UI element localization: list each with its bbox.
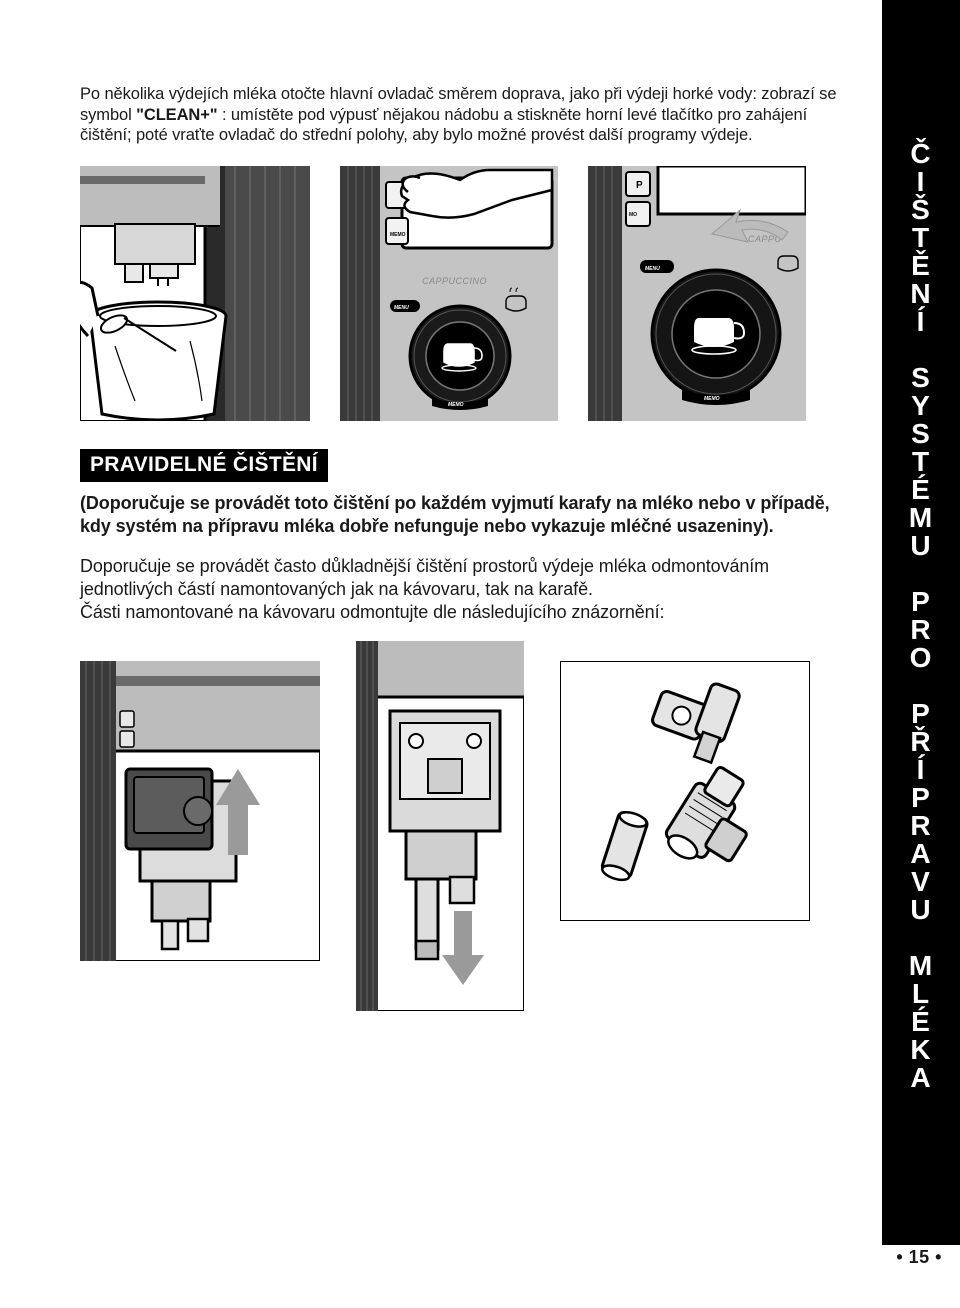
svg-text:MO: MO bbox=[629, 212, 637, 218]
label-menu-2: MENU bbox=[645, 266, 660, 272]
content-column: Po několika výdejích mléka otočte hlavní… bbox=[80, 84, 840, 1011]
side-word-4: MLÉKA bbox=[909, 952, 933, 1092]
label-memo-2: MEMO bbox=[704, 396, 720, 402]
side-word-2: PRO bbox=[910, 588, 933, 672]
figure-disassembled-parts bbox=[560, 661, 810, 921]
svg-text:P: P bbox=[636, 180, 643, 191]
intro-paragraph: Po několika výdejích mléka otočte hlavní… bbox=[80, 84, 840, 146]
manual-page: Po několika výdejích mléka otočte hlavní… bbox=[0, 0, 960, 1308]
figure-press-button: MEMO CAPPUCCINO MENU bbox=[340, 166, 558, 421]
section-subheading: (Doporučuje se provádět toto čištění po … bbox=[80, 492, 840, 539]
figure-rotate-dial: P MO CAPPU MENU bbox=[588, 166, 806, 421]
intro-bold: "CLEAN+" bbox=[136, 106, 217, 124]
page-number: • 15 • bbox=[896, 1247, 942, 1268]
figure-pull-downward bbox=[356, 641, 524, 1011]
body-paragraph-1: Doporučuje se provádět často důkladnější… bbox=[80, 555, 840, 602]
side-word-0: ČIŠTĚNÍ bbox=[910, 140, 931, 336]
body-paragraph-2: Části namontované na kávovaru odmontujte… bbox=[80, 601, 840, 624]
label-menu: MENU bbox=[394, 305, 409, 311]
side-word-3: PŘÍPRAVU bbox=[910, 700, 931, 924]
side-tab: ČIŠTĚNÍ SYSTÉMU PRO PŘÍPRAVU MLÉKA bbox=[882, 0, 960, 1245]
figure-row-1: MEMO CAPPUCCINO MENU bbox=[80, 166, 840, 421]
figure-row-2 bbox=[80, 661, 840, 1011]
label-cappuccino: CAPPUCCINO bbox=[422, 276, 487, 286]
figure-cup-under-spout bbox=[80, 166, 310, 421]
section-heading: PRAVIDELNÉ ČIŠTĚNÍ bbox=[80, 449, 328, 482]
label-memo: MEMO bbox=[448, 402, 464, 408]
side-word-1: SYSTÉMU bbox=[909, 364, 933, 560]
figure-remove-upward bbox=[80, 661, 320, 961]
svg-text:MEMO: MEMO bbox=[390, 232, 406, 238]
